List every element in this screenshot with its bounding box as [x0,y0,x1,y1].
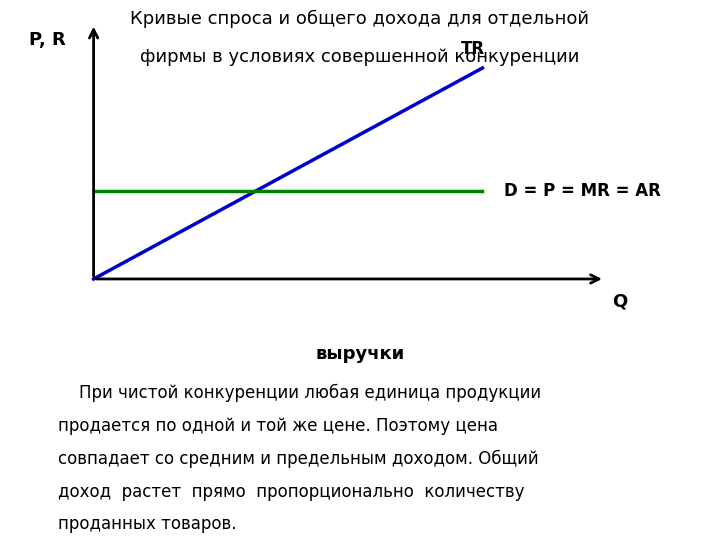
Text: Кривые спроса и общего дохода для отдельной: Кривые спроса и общего дохода для отдель… [130,10,590,29]
Text: проданных товаров.: проданных товаров. [58,515,236,534]
Text: выручки: выручки [315,345,405,363]
Text: P, R: P, R [29,31,66,49]
Text: доход  растет  прямо  пропорционально  количеству: доход растет прямо пропорционально колич… [58,483,524,501]
Text: Q: Q [612,293,627,310]
Text: D = P = MR = AR: D = P = MR = AR [504,181,661,199]
Text: совпадает со средним и предельным доходом. Общий: совпадает со средним и предельным доходо… [58,450,539,468]
Text: продается по одной и той же цене. Поэтому цена: продается по одной и той же цене. Поэтом… [58,417,498,435]
Text: фирмы в условиях совершенной конкуренции: фирмы в условиях совершенной конкуренции [140,48,580,66]
Text: При чистой конкуренции любая единица продукции: При чистой конкуренции любая единица про… [58,384,541,402]
Text: TR: TR [461,40,485,58]
